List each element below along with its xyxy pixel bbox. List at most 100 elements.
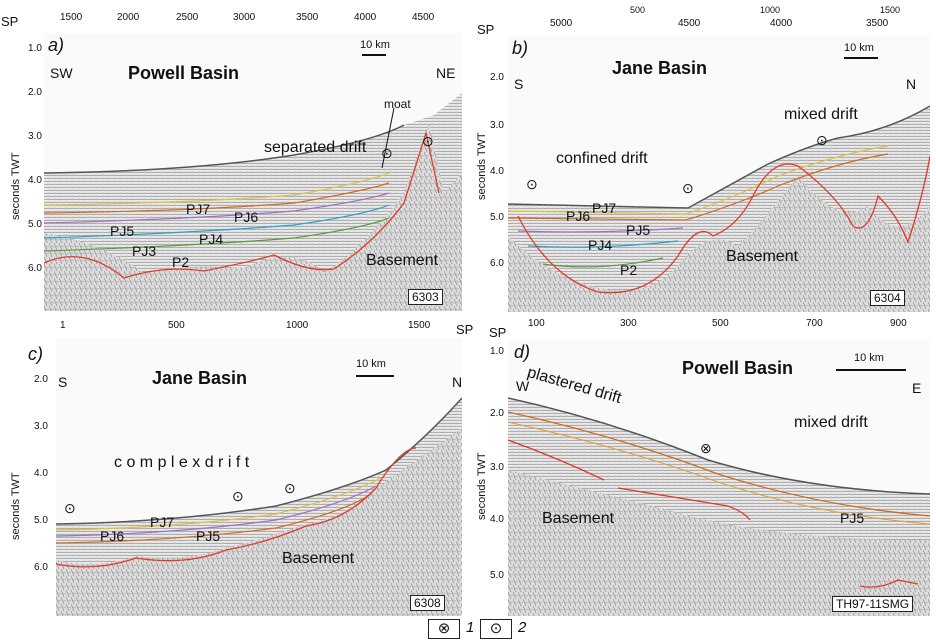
panel-a-pj3: PJ3	[132, 243, 157, 259]
drift-symbol-b1: ⊙	[816, 132, 828, 148]
panel-a-xtick-1500: 1500	[60, 12, 83, 23]
panel-d-ytick-5: 5.0	[490, 570, 504, 581]
panel-a-xtick-3000: 3000	[233, 12, 256, 23]
panel-c-ytick-3: 3.0	[34, 421, 48, 432]
panel-b-title: Jane Basin	[612, 58, 708, 78]
panel-b-mixed-drift: mixed drift	[784, 106, 858, 123]
drift-symbol-c1: ⊙	[64, 500, 76, 516]
panel-c-line-id: 6308	[410, 595, 445, 611]
panel-b-xtick-3500: 3500	[866, 18, 889, 29]
panel-d-line-id: TH97-11SMG	[832, 596, 914, 612]
panel-b-top-partial-3: 1500	[880, 5, 901, 15]
drift-symbol-a1: ⊙	[381, 145, 393, 161]
panel-c-basement: Basement	[282, 550, 355, 567]
seismic-section-a	[44, 33, 462, 311]
panel-d: d) W plastered drift Powell Basin E 10 k…	[508, 340, 930, 616]
panel-b-ylabel: seconds TWT	[476, 132, 488, 200]
panel-d-pj5: PJ5	[840, 510, 865, 526]
panel-d-right-dir: E	[912, 380, 922, 396]
panel-b-pj4: PJ4	[588, 237, 613, 253]
panel-b-xtick-4000: 4000	[770, 18, 793, 29]
panel-b-pj5: PJ5	[626, 222, 651, 238]
panel-b: b) S Jane Basin N 10 km mixed drift ⊙ co…	[508, 36, 930, 312]
legend-symbol-2: ⊙	[480, 619, 512, 639]
panel-d-left-dir: W	[516, 378, 530, 394]
panel-a-xtick-2500: 2500	[176, 12, 199, 23]
panel-a-left-dir: SW	[50, 65, 73, 81]
panel-c-xtick-1000: 1000	[286, 320, 309, 331]
panel-b-ytick-4: 4.0	[490, 166, 504, 177]
drift-symbol-a2: ⊙	[422, 133, 434, 149]
panel-b-xtick-4500: 4500	[678, 18, 701, 29]
panel-c-complex-drift: c o m p l e x d r i f t	[114, 454, 250, 471]
panel-d-xtick-900: 900	[890, 318, 907, 329]
panel-a-pj6: PJ6	[234, 209, 259, 225]
panel-c-ytick-6: 6.0	[34, 562, 48, 573]
panel-d-ytick-2: 2.0	[490, 408, 504, 419]
panel-a-line-id: 6303	[408, 289, 443, 305]
panel-a-ytick-1: 1.0	[28, 43, 42, 54]
panel-b-top-partial-1: 500	[630, 5, 646, 15]
panel-a-right-dir: NE	[436, 65, 456, 81]
panel-a-pj5: PJ5	[110, 223, 135, 239]
drift-symbol-d1: ⊗	[700, 440, 712, 456]
panel-d-xtick-700: 700	[806, 318, 823, 329]
panel-a-ytick-2: 2.0	[28, 87, 42, 98]
panel-a-xtick-4500: 4500	[412, 12, 435, 23]
panel-c-xtick-1: 1	[60, 320, 66, 331]
panel-a-xtick-3500: 3500	[296, 12, 319, 23]
panel-d-xtick-500: 500	[712, 318, 729, 329]
panel-b-ytick-6: 6.0	[490, 258, 504, 269]
panel-a-title: Powell Basin	[128, 63, 240, 83]
drift-symbol-b2: ⊙	[526, 176, 538, 192]
panel-a-separated-drift: separated drift	[264, 139, 367, 156]
panel-b-ytick-5: 5.0	[490, 212, 504, 223]
panel-b-scale-label: 10 km	[844, 42, 874, 54]
seismic-section-d	[508, 340, 930, 616]
panel-a-xtick-4000: 4000	[354, 12, 377, 23]
legend-symbol-1: ⊗	[428, 619, 460, 639]
drift-symbol-c3: ⊙	[284, 480, 296, 496]
panel-a-ytick-4: 4.0	[28, 175, 42, 186]
panel-c-title: Jane Basin	[152, 368, 248, 388]
panel-b-right-dir: N	[906, 76, 917, 92]
panel-a-xtick-2000: 2000	[117, 12, 140, 23]
panel-a-p2: P2	[172, 254, 190, 270]
drift-symbol-b3: ⊙	[682, 180, 694, 196]
panel-c-pj7: PJ7	[150, 514, 175, 530]
panel-d-title: Powell Basin	[682, 358, 794, 378]
legend-num-1: 1	[466, 619, 475, 636]
panel-b-line-id: 6304	[870, 290, 905, 306]
panel-d-ytick-4: 4.0	[490, 514, 504, 525]
panel-c-ytick-2: 2.0	[34, 374, 48, 385]
panel-a-scale-label: 10 km	[360, 39, 390, 51]
panel-d-ytick-1: 1.0	[490, 346, 504, 357]
panel-d-sp: SP	[489, 325, 507, 340]
panel-c-pj5: PJ5	[196, 528, 221, 544]
panel-a-letter: a)	[48, 35, 65, 55]
panel-b-pj6: PJ6	[566, 208, 591, 224]
panel-c-sp: SP	[456, 322, 474, 337]
panel-b-pj7: PJ7	[592, 200, 617, 216]
seismic-section-b	[508, 36, 930, 312]
panel-d-basement: Basement	[542, 510, 615, 527]
panel-a-ytick-3: 3.0	[28, 131, 42, 142]
panel-d-ytick-3: 3.0	[490, 462, 504, 473]
panel-a-ytick-6: 6.0	[28, 263, 42, 274]
panel-b-top-partial-2: 1000	[760, 5, 781, 15]
panel-c-scale-label: 10 km	[356, 358, 386, 370]
panel-c-left-dir: S	[58, 374, 68, 390]
panel-c: c) S Jane Basin N 10 km c o m p l e x d …	[28, 338, 462, 616]
panel-b-letter: b)	[512, 38, 529, 58]
panel-b-confined-drift: confined drift	[556, 150, 648, 167]
panel-a-basement: Basement	[366, 252, 439, 269]
seismic-section-c	[56, 338, 462, 616]
panel-d-mixed-drift: mixed drift	[794, 414, 868, 431]
drift-symbol-c2: ⊙	[232, 488, 244, 504]
panel-d-ylabel: seconds TWT	[476, 452, 488, 520]
panel-a-ylabel: seconds TWT	[10, 152, 22, 220]
panel-c-pj6: PJ6	[100, 528, 125, 544]
panel-b-ytick-3: 3.0	[490, 120, 504, 131]
panel-b-sp: SP	[477, 22, 495, 37]
panel-a-moat-label: moat	[384, 97, 411, 111]
